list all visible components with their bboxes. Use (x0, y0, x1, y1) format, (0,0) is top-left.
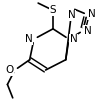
Text: N: N (88, 9, 96, 19)
Text: O: O (6, 65, 14, 75)
Text: N: N (70, 34, 78, 44)
Text: N: N (84, 26, 91, 36)
Text: N: N (25, 34, 33, 44)
Text: S: S (50, 5, 56, 15)
Text: N: N (68, 10, 76, 20)
